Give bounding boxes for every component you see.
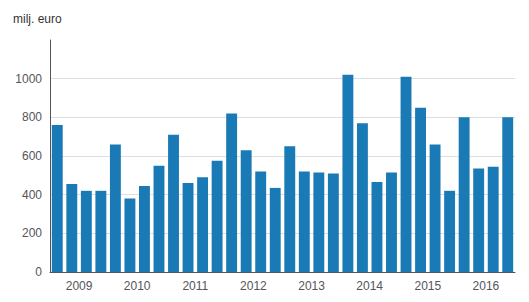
svg-text:2015: 2015 [414, 279, 441, 293]
svg-text:800: 800 [22, 110, 42, 124]
svg-text:2009: 2009 [66, 279, 93, 293]
svg-text:2013: 2013 [298, 279, 325, 293]
svg-text:2012: 2012 [240, 279, 267, 293]
svg-text:milj. euro: milj. euro [13, 12, 62, 26]
svg-text:600: 600 [22, 149, 42, 163]
svg-text:2016: 2016 [473, 279, 500, 293]
svg-text:200: 200 [22, 226, 42, 240]
svg-text:2014: 2014 [356, 279, 383, 293]
svg-text:0: 0 [35, 265, 42, 279]
svg-text:2011: 2011 [182, 279, 208, 293]
svg-text:2010: 2010 [124, 279, 151, 293]
svg-text:400: 400 [22, 188, 42, 202]
svg-text:1000: 1000 [15, 72, 42, 86]
